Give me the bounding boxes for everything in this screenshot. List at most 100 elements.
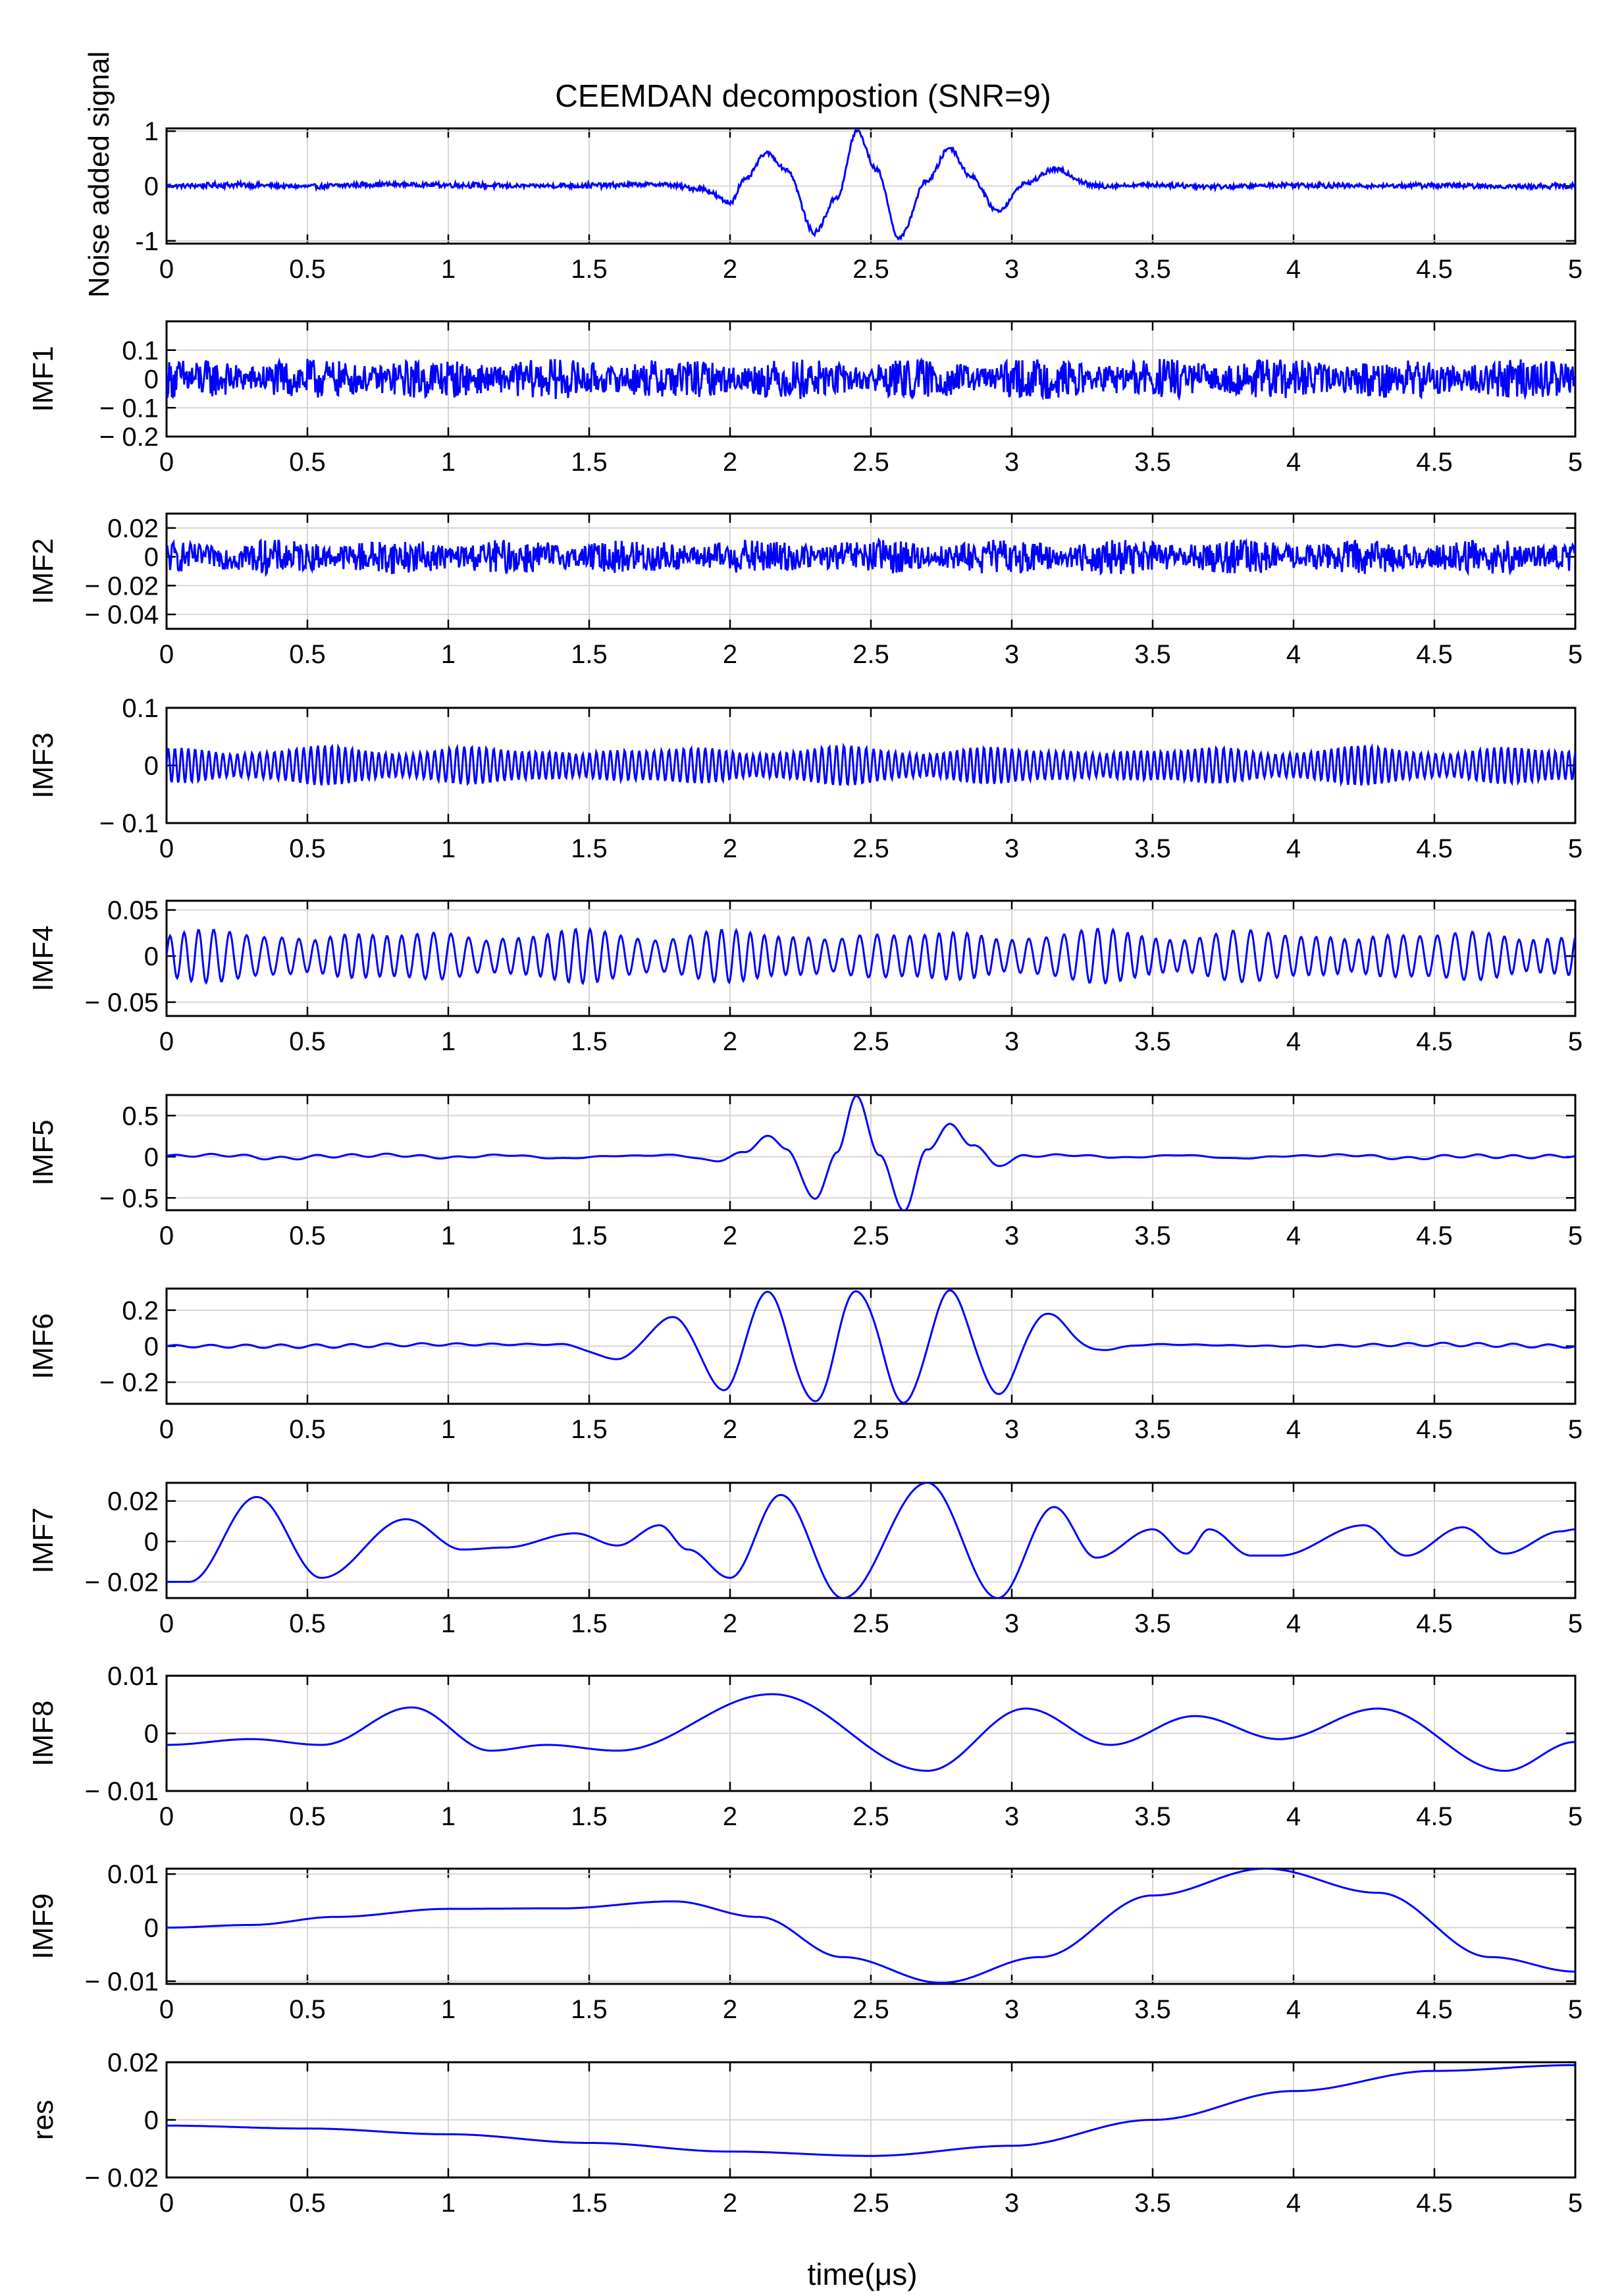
noise-signal-ylabel: Noise added signal — [83, 51, 115, 298]
imf5-x-tick-label: 3 — [1005, 1221, 1019, 1250]
imf1-y-tick-label: − 0.2 — [99, 423, 159, 452]
imf3-x-tick-label: 2.5 — [852, 834, 889, 863]
res-x-tick-label: 1 — [441, 2189, 456, 2218]
imf9-y-tick-label: 0 — [144, 1914, 159, 1943]
imf3-x-tick-label: 3.5 — [1134, 834, 1171, 863]
res-x-tick-label: 3 — [1005, 2189, 1019, 2218]
imf7-y-tick-label: − 0.02 — [85, 1568, 159, 1597]
imf4-ylabel: IMF4 — [27, 925, 59, 991]
imf1-ylabel: IMF1 — [27, 346, 59, 412]
imf9-x-tick-label: 1 — [441, 1995, 456, 2024]
imf9-x-tick-label: 2 — [723, 1995, 737, 2024]
imf5-x-tick-label: 0.5 — [289, 1221, 326, 1250]
imf1-y-tick-label: 0 — [144, 365, 159, 394]
imf6-y-tick-label: 0.2 — [122, 1296, 159, 1325]
imf4-x-tick-label: 0 — [159, 1027, 174, 1056]
imf6-x-tick-label: 0 — [159, 1415, 174, 1444]
noise-signal-x-tick-label: 0 — [159, 255, 174, 284]
imf9-y-tick-label: − 0.01 — [85, 1967, 159, 1996]
imf8-y-tick-label: 0 — [144, 1720, 159, 1749]
res-y-tick-label: 0 — [144, 2106, 159, 2135]
imf9-x-tick-label: 1.5 — [571, 1995, 608, 2024]
imf3-x-tick-label: 1.5 — [571, 834, 608, 863]
imf4-x-tick-label: 3.5 — [1134, 1027, 1171, 1056]
imf2-y-tick-label: 0 — [144, 543, 159, 572]
imf9-x-tick-label: 5 — [1568, 1995, 1583, 2024]
imf7-x-tick-label: 2.5 — [852, 1609, 889, 1638]
imf4-y-tick-label: − 0.05 — [85, 988, 159, 1017]
imf8-x-tick-label: 2.5 — [852, 1802, 889, 1831]
imf1-x-tick-label: 0.5 — [289, 448, 326, 477]
imf2-panel: 0 0.5 1 1.5 2 2.5 3 3.5 4 4.5 5− 0.04− 0.0200.02IM… — [27, 512, 1583, 669]
res-x-tick-label: 2 — [723, 2189, 737, 2218]
noise-signal-y-tick-label: -1 — [135, 227, 159, 256]
imf7-y-tick-label: 0.02 — [107, 1487, 159, 1516]
imf3-y-tick-label: 0 — [144, 752, 159, 781]
noise-signal-series-line — [167, 128, 1575, 241]
imf2-x-tick-label: 2.5 — [852, 640, 889, 669]
imf5-y-tick-label: − 0.5 — [99, 1184, 159, 1213]
imf6-x-tick-label: 0.5 — [289, 1415, 326, 1444]
imf3-ylabel: IMF3 — [27, 732, 59, 798]
imf4-x-tick-label: 4 — [1286, 1027, 1301, 1056]
imf6-x-tick-label: 4 — [1286, 1415, 1301, 1444]
imf1-y-tick-label: − 0.1 — [99, 394, 159, 423]
imf4-x-tick-label: 1 — [441, 1027, 456, 1056]
imf3-x-tick-label: 0.5 — [289, 834, 326, 863]
imf1-x-tick-label: 5 — [1568, 448, 1583, 477]
imf1-x-tick-label: 3.5 — [1134, 448, 1171, 477]
imf8-x-tick-label: 3 — [1005, 1802, 1019, 1831]
imf4-x-tick-label: 5 — [1568, 1027, 1583, 1056]
res-x-tick-label: 4.5 — [1416, 2189, 1453, 2218]
imf6-series-line — [167, 1289, 1575, 1404]
imf7-x-tick-label: 2 — [723, 1609, 737, 1638]
imf6-x-tick-label: 5 — [1568, 1415, 1583, 1444]
noise-signal-x-tick-label: 2 — [723, 255, 737, 284]
imf2-x-tick-label: 4.5 — [1416, 640, 1453, 669]
imf7-x-tick-label: 1 — [441, 1609, 456, 1638]
imf7-x-tick-label: 5 — [1568, 1609, 1583, 1638]
imf9-x-tick-label: 3.5 — [1134, 1995, 1171, 2024]
res-series-line — [167, 2064, 1575, 2157]
imf2-x-tick-label: 4 — [1286, 640, 1301, 669]
res-x-tick-label: 5 — [1568, 2189, 1583, 2218]
imf2-x-tick-label: 1 — [441, 640, 456, 669]
imf5-x-tick-label: 1.5 — [571, 1221, 608, 1250]
imf8-x-tick-label: 3.5 — [1134, 1802, 1171, 1831]
imf2-ylabel: IMF2 — [27, 538, 59, 604]
imf3-x-tick-label: 4 — [1286, 834, 1301, 863]
imf4-series-line — [167, 926, 1575, 986]
imf8-x-tick-label: 2 — [723, 1802, 737, 1831]
imf5-x-tick-label: 4 — [1286, 1221, 1301, 1250]
noise-signal-y-tick-label: 0 — [144, 173, 159, 201]
imf6-ylabel: IMF6 — [27, 1313, 59, 1379]
imf1-x-tick-label: 2 — [723, 448, 737, 477]
noise-signal-x-tick-label: 0.5 — [289, 255, 326, 284]
imf2-y-tick-label: − 0.02 — [85, 572, 159, 601]
imf6-x-tick-label: 2.5 — [852, 1415, 889, 1444]
res-x-tick-label: 0 — [159, 2189, 174, 2218]
imf6-x-tick-label: 1 — [441, 1415, 456, 1444]
imf4-x-tick-label: 2.5 — [852, 1027, 889, 1056]
imf8-y-tick-label: 0.01 — [107, 1662, 159, 1691]
imf3-series-line — [167, 742, 1575, 788]
noise-signal-x-tick-label: 3 — [1005, 255, 1019, 284]
imf8-ylabel: IMF8 — [27, 1700, 59, 1766]
imf5-x-tick-label: 2.5 — [852, 1221, 889, 1250]
imf2-x-tick-label: 3 — [1005, 640, 1019, 669]
imf1-x-tick-label: 1.5 — [571, 448, 608, 477]
imf4-y-tick-label: 0 — [144, 942, 159, 971]
imf2-x-tick-label: 3.5 — [1134, 640, 1171, 669]
imf5-y-tick-label: 0 — [144, 1143, 159, 1172]
imf8-x-tick-label: 4 — [1286, 1802, 1301, 1831]
imf3-x-tick-label: 1 — [441, 834, 456, 863]
noise-signal-x-tick-label: 1 — [441, 255, 456, 284]
